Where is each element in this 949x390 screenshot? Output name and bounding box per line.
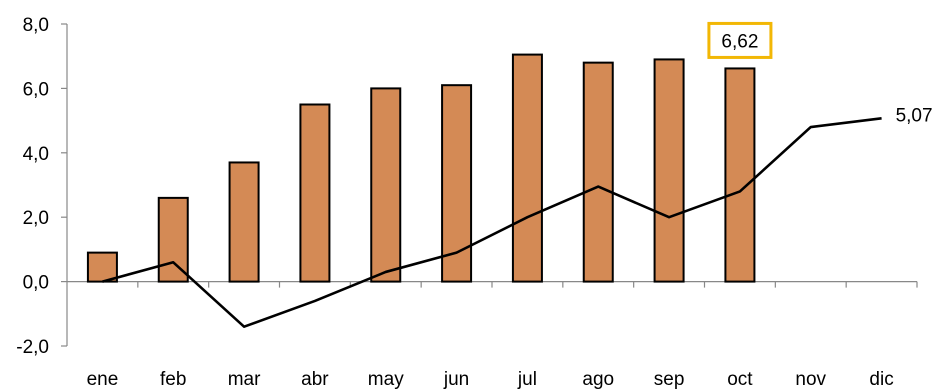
bar-data-label: 6,62 [721, 31, 758, 52]
bar [370, 87, 402, 283]
y-tick-label: 4,0 [23, 144, 49, 165]
y-tick-label: 0,0 [23, 273, 49, 294]
bar-series [86, 53, 756, 283]
data-labels: 6,62 5,07 [707, 21, 933, 126]
x-axis: ene feb mar abr may jun jul ago sep oct nov dic [67, 281, 918, 390]
x-tick-label: mar [228, 369, 261, 390]
x-tick-label: ago [582, 369, 614, 390]
bar [228, 161, 260, 283]
line-series [102, 117, 882, 328]
line-data-label: 5,07 [896, 105, 933, 126]
x-tick-label: dic [869, 369, 893, 390]
bar [724, 67, 756, 283]
highlight-box [707, 21, 773, 59]
bar [582, 61, 614, 283]
x-tick-label: oct [727, 369, 753, 390]
bar [299, 103, 331, 283]
bar [157, 196, 189, 283]
y-tick-label: 6,0 [23, 79, 49, 100]
x-tick-label: sep [654, 369, 685, 390]
line-path [102, 117, 882, 328]
x-tick-label: jun [443, 369, 469, 390]
x-tick-label: abr [301, 369, 329, 390]
y-tick-label: 2,0 [23, 208, 49, 229]
y-tick-label: 8,0 [23, 15, 49, 36]
y-tick-label: -2,0 [16, 337, 49, 358]
x-tick-label: jul [517, 369, 537, 390]
x-tick-label: ene [87, 369, 119, 390]
x-tick-label: nov [795, 369, 826, 390]
x-tick-label: may [368, 369, 404, 390]
y-axis: -2,0 0,0 2,0 4,0 6,0 8,0 [16, 15, 68, 358]
bar [511, 53, 543, 283]
x-tick-label: feb [160, 369, 186, 390]
bar [86, 251, 118, 283]
bar [653, 58, 685, 283]
